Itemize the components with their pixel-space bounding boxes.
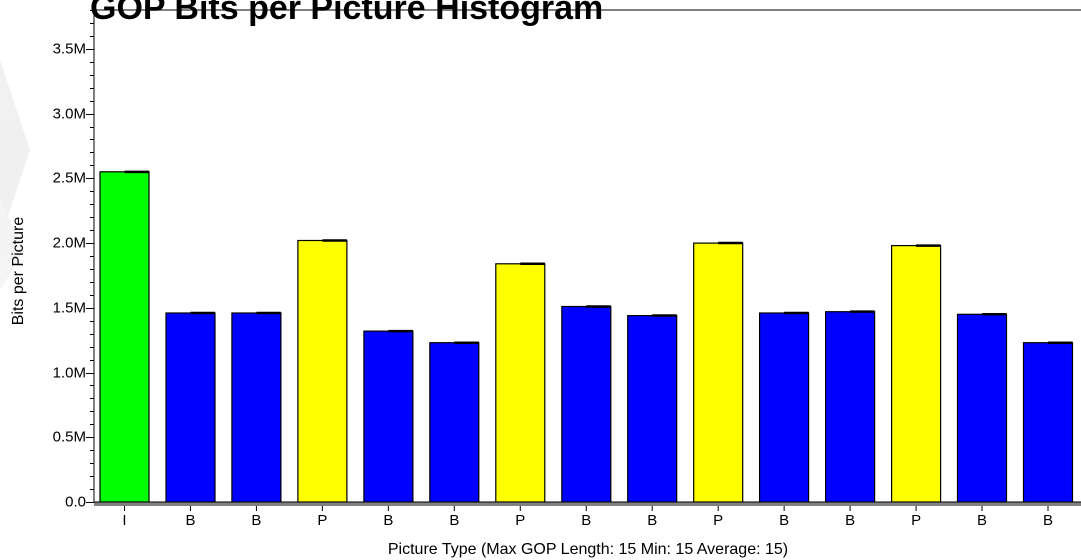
bars — [99, 170, 1074, 503]
x-tick-label: B — [383, 512, 393, 529]
x-tick-label: B — [1043, 512, 1053, 529]
y-tick-label: 1.0M — [53, 364, 86, 381]
bar-B-9 — [627, 315, 678, 503]
bar-P-7 — [495, 263, 546, 503]
x-tick-label: B — [581, 512, 591, 529]
x-tick-label: B — [449, 512, 459, 529]
y-tick-label: 0.0 — [65, 493, 86, 510]
x-tick-label: B — [647, 512, 657, 529]
chart-title: GOP Bits per Picture Histogram — [90, 0, 603, 27]
x-tick-label: B — [185, 512, 195, 529]
x-tick-label: P — [317, 512, 327, 529]
x-axis-title: Picture Type (Max GOP Length: 15 Min: 15… — [388, 541, 788, 558]
bar-B-12 — [824, 311, 876, 503]
x-tick-label: B — [845, 512, 855, 529]
y-tick-label: 0.5M — [53, 428, 86, 445]
x-tick-label: B — [977, 512, 987, 529]
bar-P-4 — [297, 239, 348, 503]
bar-B-15 — [1022, 342, 1074, 503]
bar-I-1 — [99, 171, 150, 503]
x-tick-label: B — [779, 512, 789, 529]
watermark — [0, 60, 30, 290]
x-tick-label: P — [515, 512, 525, 529]
y-tick-label: 3.0M — [53, 105, 86, 122]
x-tick-label: B — [251, 512, 261, 529]
y-tick-label: 3.5M — [53, 40, 86, 57]
x-tick-label: P — [713, 512, 723, 529]
bar-B-8 — [561, 305, 612, 503]
x-axis-baseline — [94, 502, 1081, 506]
bar-B-2 — [165, 312, 216, 503]
bar-B-14 — [956, 313, 1008, 503]
bar-P-10 — [693, 242, 744, 503]
x-tick-label: I — [122, 512, 126, 529]
y-axis-title: Bits per Picture — [10, 217, 27, 326]
y-tick-label: 2.0M — [53, 234, 86, 251]
y-tick-label: 2.5M — [53, 169, 86, 186]
bar-B-6 — [429, 342, 480, 503]
bar-P-13 — [890, 245, 942, 503]
x-tick-label: P — [911, 512, 921, 529]
bar-B-5 — [363, 330, 414, 503]
bar-B-3 — [231, 312, 282, 503]
y-axis: 0.0 0.5M 1.0M 1.5M 2.0M 2.5M 3.0M 3.5M — [53, 10, 95, 510]
y-tick-label: 1.5M — [53, 299, 86, 316]
bar-B-11 — [758, 312, 810, 503]
